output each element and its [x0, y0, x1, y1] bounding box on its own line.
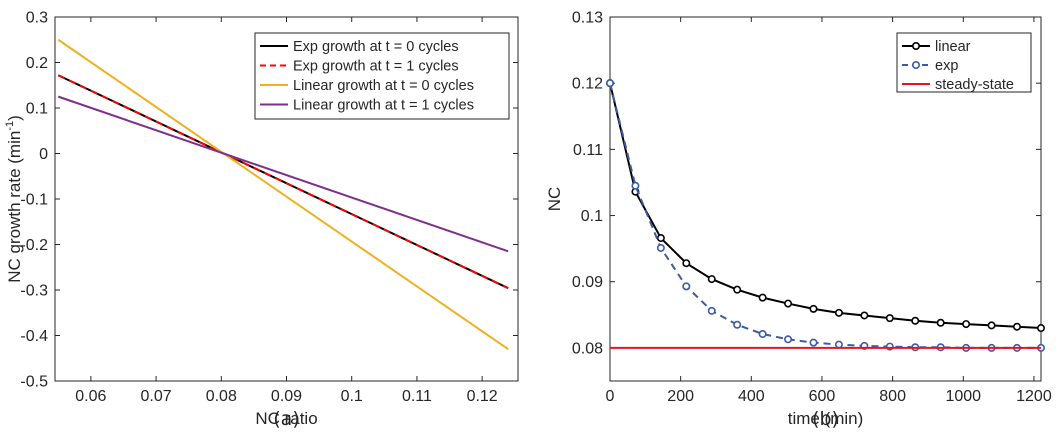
y-tick-label: -0.2: [20, 237, 48, 254]
y-tick-label: 0.1: [26, 101, 48, 118]
series-1-point: [709, 276, 715, 282]
series-1-point: [937, 320, 943, 326]
series-1-point: [810, 306, 816, 312]
x-tick-label: 0: [606, 388, 615, 405]
y-tick-label: 0.08: [572, 340, 603, 357]
legend-entry-2: Exp growth at t = 1 cycles: [293, 59, 459, 75]
x-tick-label: 200: [667, 388, 694, 405]
series-1-point: [683, 260, 689, 266]
series-2-point: [607, 80, 613, 86]
series-1-point: [912, 318, 918, 324]
chart-panel-b: 0 200 400 600 800 1000 1200 0.08 0.09 0.1 0.11 0.12…: [545, 10, 1052, 431]
legend: Exp growth at t = 0 cycles Exp growth at …: [255, 33, 509, 119]
y-axis-label-main: NC: [545, 187, 564, 212]
x-tick-label: 400: [738, 388, 765, 405]
series-2-point: [836, 341, 842, 347]
legend-entry-4: Linear growth at t = 1 cycles: [293, 98, 474, 114]
y-axis-label-tail: ): [5, 115, 24, 121]
x-tick-label: 0.11: [402, 388, 432, 405]
x-tick-label: 1000: [945, 388, 981, 405]
legend-entry-1: linear: [935, 39, 971, 55]
series-2-point: [658, 245, 664, 251]
y-tick-label: 0.12: [572, 76, 603, 93]
series-1-point: [785, 300, 791, 306]
legend-entry-1: Exp growth at t = 0 cycles: [293, 39, 459, 55]
series-1-point: [963, 321, 969, 327]
y-tick-label: -0.3: [20, 283, 48, 300]
series-2-point: [810, 339, 816, 345]
y-tick-label: 0.13: [572, 10, 603, 27]
series-2-point: [683, 283, 689, 289]
panel-caption: (b): [812, 408, 839, 430]
series-2-point: [632, 183, 638, 189]
x-tick-label: 600: [809, 388, 836, 405]
series-1-point: [988, 322, 994, 328]
legend-marker-1: [913, 43, 919, 49]
x-tick-label: 0.07: [141, 388, 172, 405]
y-axis-label-main: NC growth rate (min: [5, 131, 24, 283]
x-tick-label: 800: [879, 388, 906, 405]
y-tick-label: 0.3: [26, 10, 48, 27]
series-2-point: [709, 308, 715, 314]
series-1-point: [1038, 325, 1044, 331]
y-tick-label: 0.09: [572, 274, 603, 291]
legend-marker-2: [913, 62, 919, 68]
legend-entry-3: Linear growth at t = 0 cycles: [293, 78, 474, 94]
legend-entry-3: steady-state: [935, 77, 1014, 93]
panel-caption: (a): [273, 408, 299, 430]
series-1-point: [658, 235, 664, 241]
series-1-point: [887, 315, 893, 321]
y-tick-label: -0.4: [20, 328, 48, 345]
y-axis-label: NC: [545, 187, 564, 212]
series-2-point: [785, 336, 791, 342]
x-tick-label: 1200: [1016, 388, 1052, 405]
y-axis-label-superscript: -1: [4, 121, 16, 131]
y-tick-label: 0.1: [581, 208, 603, 225]
series-1-point: [836, 310, 842, 316]
x-tick-label: 0.08: [206, 388, 237, 405]
series-1-point: [759, 294, 765, 300]
x-tick-label: 0.09: [271, 388, 302, 405]
x-tick-label: 0.06: [75, 388, 106, 405]
series-2-point: [759, 331, 765, 337]
series-1-point: [1014, 324, 1020, 330]
series-1-point: [734, 286, 740, 292]
y-tick-label: -0.1: [20, 192, 48, 209]
y-axis-label: NC growth rate (min-1): [4, 115, 24, 283]
legend: linear exp steady-state: [897, 33, 1031, 93]
y-tick-label: 0: [39, 146, 48, 163]
x-tick-label: 0.12: [467, 388, 498, 405]
x-tick-label: 0.1: [341, 388, 363, 405]
series-1-point: [861, 312, 867, 318]
series-2-point: [734, 322, 740, 328]
y-tick-label: 0.11: [573, 142, 603, 159]
y-tick-label: 0.2: [26, 55, 48, 72]
y-tick-label: -0.5: [20, 374, 48, 391]
chart-panel-a: 0.06 0.07 0.08 0.09 0.1 0.11 0.12 -0.5 -0.4 -0.3 -…: [4, 10, 518, 431]
legend-entry-2: exp: [935, 58, 958, 74]
